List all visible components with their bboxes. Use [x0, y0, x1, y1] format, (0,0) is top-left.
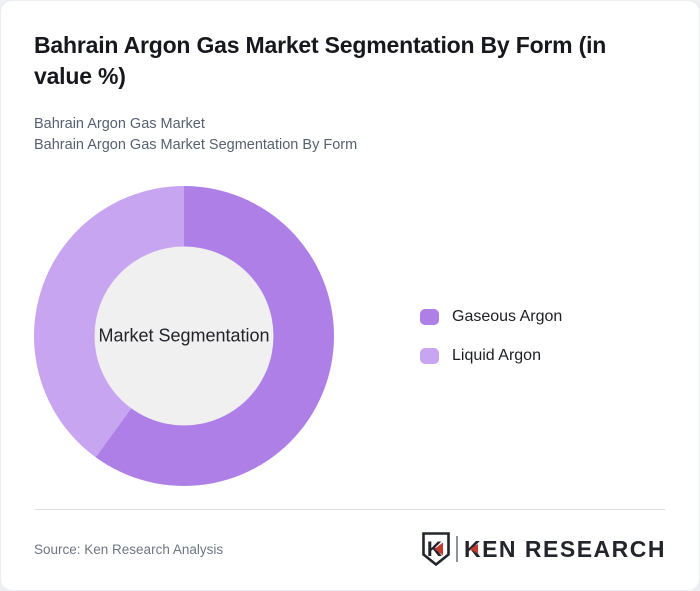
legend-item-liquid-argon: Liquid Argon — [420, 347, 562, 365]
subtitle-market: Bahrain Argon Gas Market — [34, 116, 205, 132]
legend-label: Gaseous Argon — [452, 307, 563, 325]
donut-hole: Market Segmentation — [94, 246, 274, 426]
footer: Source: Ken Research Analysis K KEN RESE… — [34, 510, 666, 566]
legend-label: Liquid Argon — [452, 346, 541, 364]
ken-research-shield-icon: K — [422, 532, 450, 566]
chart-area: Market Segmentation Gaseous Argon Liquid… — [34, 186, 666, 486]
legend-swatch-gaseous-icon — [420, 308, 439, 325]
ken-research-logo: K KEN RESEARCH — [421, 532, 666, 566]
donut-center-label: Market Segmentation — [98, 325, 270, 346]
svg-text:K: K — [427, 538, 442, 561]
subtitle-segmentation: Bahrain Argon Gas Market Segmentation By… — [34, 137, 358, 153]
logo-k-red-triangle-icon — [469, 544, 478, 554]
chart-legend: Gaseous Argon Liquid Argon — [420, 308, 562, 365]
legend-item-gaseous-argon: Gaseous Argon — [420, 308, 562, 326]
subtitle-block: Bahrain Argon Gas Market Bahrain Argon G… — [34, 114, 666, 156]
footer-divider — [35, 509, 665, 510]
logo-divider — [455, 536, 458, 562]
page-title: Bahrain Argon Gas Market Segmentation By… — [34, 32, 607, 89]
donut-chart: Market Segmentation — [34, 186, 334, 486]
logo-wordmark: KEN RESEARCH — [463, 535, 666, 562]
source-attribution: Source: Ken Research Analysis — [34, 541, 224, 557]
legend-swatch-liquid-icon — [420, 347, 439, 364]
card-content: Bahrain Argon Gas Market Segmentation By… — [1, 30, 699, 566]
